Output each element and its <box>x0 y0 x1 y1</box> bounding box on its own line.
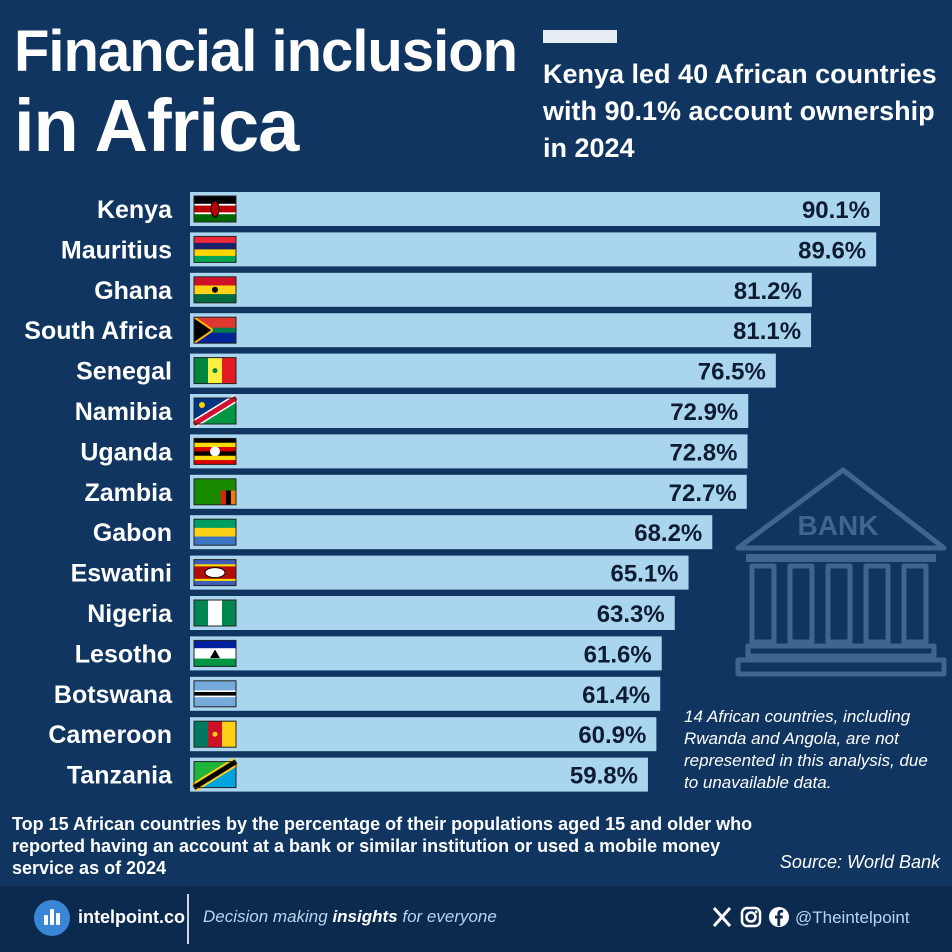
value-label-11: 61.6% <box>584 641 652 668</box>
value-label-12: 61.4% <box>582 682 650 709</box>
category-label-9: Eswatini <box>71 560 172 588</box>
instagram-icon[interactable] <box>740 906 762 928</box>
value-label-10: 63.3% <box>597 601 665 628</box>
bar-5 <box>190 394 749 428</box>
bar-7 <box>190 474 747 509</box>
category-label-6: Uganda <box>80 438 173 466</box>
category-label-4: Senegal <box>76 358 172 386</box>
category-label-11: Lesotho <box>75 640 172 668</box>
value-label-6: 72.8% <box>669 439 737 466</box>
social-handle[interactable]: @Theintelpoint <box>795 908 910 927</box>
category-label-13: Cameroon <box>48 721 172 749</box>
value-label-1: 89.6% <box>798 237 866 264</box>
flag-icon-1 <box>193 235 237 263</box>
flag-icon-13 <box>193 720 237 748</box>
footer: intelpoint.co Decision making insights f… <box>0 886 952 952</box>
bar-9 <box>190 555 689 590</box>
flag-icon-11 <box>193 639 237 667</box>
value-label-7: 72.7% <box>669 480 737 507</box>
category-label-3: South Africa <box>24 317 173 345</box>
category-label-8: Gabon <box>93 519 172 547</box>
flag-icon-8 <box>193 518 237 546</box>
bank-label: BANK <box>798 510 879 541</box>
title-line-1: Financial inclusion <box>14 19 518 84</box>
value-label-13: 60.9% <box>578 722 646 749</box>
accent-bar <box>543 30 617 43</box>
flag-icon-9 <box>193 559 237 587</box>
bar-0 <box>190 192 880 226</box>
flag-icon-4 <box>193 357 237 385</box>
bar-4 <box>190 353 776 388</box>
category-label-7: Zambia <box>84 479 173 507</box>
flag-icon-2 <box>193 276 237 304</box>
category-label-0: Kenya <box>97 196 173 224</box>
value-label-5: 72.9% <box>670 399 738 426</box>
chart-title: Financial inclusion in Africa <box>14 18 518 167</box>
bar-11 <box>190 636 662 671</box>
x-icon[interactable] <box>712 906 732 928</box>
intelpoint-logo-icon[interactable] <box>34 900 70 936</box>
category-label-1: Mauritius <box>61 236 172 264</box>
value-label-4: 76.5% <box>698 359 766 386</box>
value-label-9: 65.1% <box>610 561 678 588</box>
bar-13 <box>190 717 657 752</box>
value-label-2: 81.2% <box>734 278 802 305</box>
value-label-8: 68.2% <box>634 520 702 547</box>
category-label-12: Botswana <box>54 681 173 709</box>
source-label: Source: World Bank <box>779 852 940 872</box>
bar-8 <box>190 515 713 550</box>
footnote: 14 African countries, including Rwanda a… <box>684 707 928 792</box>
bar-14 <box>190 757 648 792</box>
bar-6 <box>190 434 748 469</box>
flag-icon-14 <box>191 757 239 792</box>
flag-icon-12 <box>193 680 237 708</box>
chart-description: Top 15 African countries by the percenta… <box>12 814 753 878</box>
brand-link[interactable]: intelpoint.co <box>78 907 185 927</box>
bar-1 <box>190 232 877 267</box>
flag-icon-6 <box>193 437 237 465</box>
value-label-0: 90.1% <box>802 197 870 224</box>
category-label-5: Namibia <box>75 398 173 426</box>
footer-divider <box>187 894 189 944</box>
flag-icon-5 <box>191 394 239 428</box>
tagline: Decision making insights for everyone <box>203 907 497 926</box>
facebook-icon[interactable] <box>768 906 790 928</box>
value-label-14: 59.8% <box>570 763 638 790</box>
flag-icon-0 <box>193 195 237 223</box>
value-label-3: 81.1% <box>733 318 801 345</box>
category-label-2: Ghana <box>94 277 173 305</box>
flag-icon-10 <box>193 599 237 627</box>
flag-icon-3 <box>193 316 237 345</box>
bar-10 <box>190 596 675 630</box>
bank-icon: BANK <box>735 467 947 677</box>
flag-icon-7 <box>193 478 237 506</box>
bar-3 <box>190 313 812 348</box>
category-label-14: Tanzania <box>67 762 173 790</box>
title-line-2: in Africa <box>14 84 299 167</box>
category-label-10: Nigeria <box>87 600 173 628</box>
bar-2 <box>190 272 812 307</box>
bar-12 <box>190 676 661 711</box>
chart-subtitle: Kenya led 40 African countries with 90.1… <box>543 59 937 163</box>
